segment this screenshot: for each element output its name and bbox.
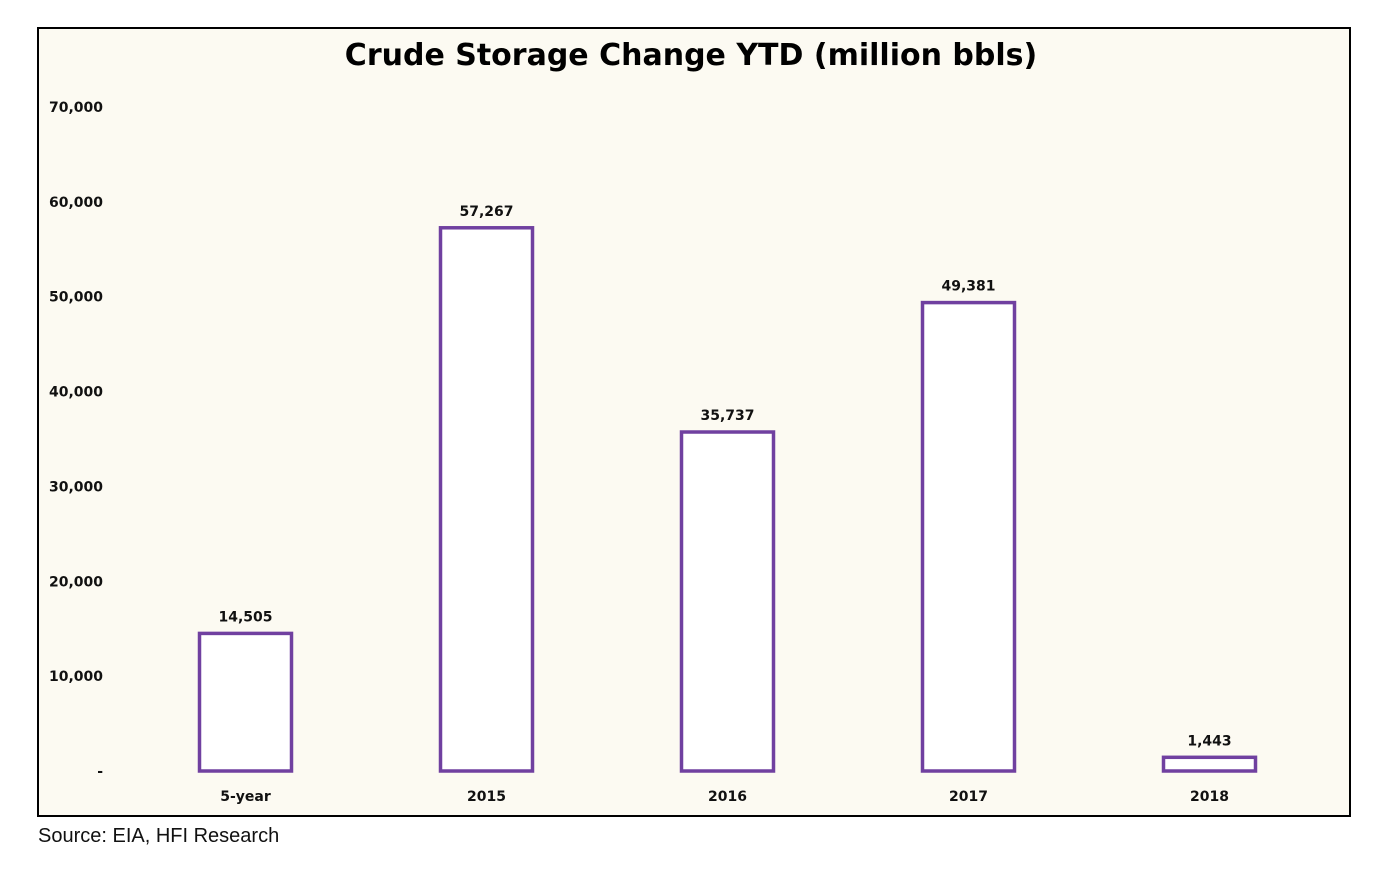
bar-2015 (438, 226, 535, 773)
y-tick-label: 60,000 (49, 195, 103, 211)
chart-title: Crude Storage Change YTD (million bbls) (344, 38, 1038, 73)
y-tick-label: - (97, 764, 103, 780)
bar-2018 (1161, 755, 1258, 773)
data-label: 35,737 (700, 408, 754, 424)
y-tick-label: 30,000 (49, 479, 103, 495)
y-tick-label: 20,000 (49, 574, 103, 590)
x-category-label: 2018 (1190, 789, 1229, 805)
y-tick-label: 70,000 (49, 100, 103, 116)
x-category-label: 2017 (949, 789, 988, 805)
bar-2016 (679, 430, 776, 773)
source-note: Source: EIA, HFI Research (38, 825, 280, 847)
y-tick-label: 50,000 (49, 290, 103, 306)
data-label: 1,443 (1187, 733, 1231, 749)
x-category-label: 2015 (467, 789, 506, 805)
bar-2017 (920, 300, 1017, 773)
data-label: 57,267 (459, 204, 513, 220)
x-category-label: 5-year (220, 789, 271, 805)
data-label: 14,505 (218, 609, 272, 625)
data-label: 49,381 (941, 279, 995, 295)
y-tick-label: 10,000 (49, 669, 103, 685)
x-category-label: 2016 (708, 789, 747, 805)
y-tick-label: 40,000 (49, 385, 103, 401)
bar-5-year (197, 631, 294, 773)
